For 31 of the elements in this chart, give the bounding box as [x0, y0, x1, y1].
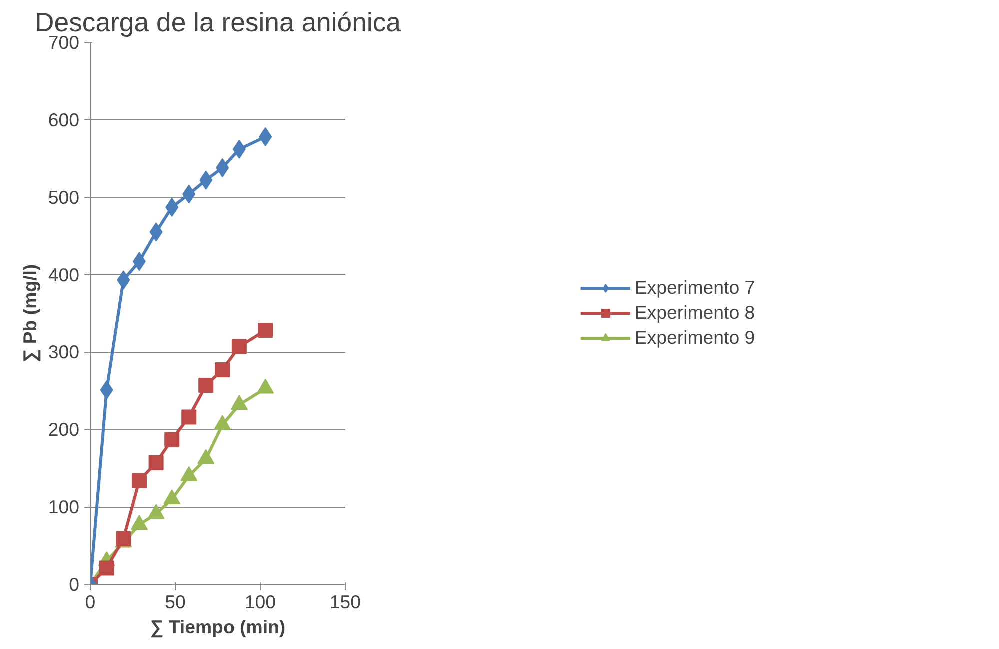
y-tick-label: 0	[69, 574, 80, 595]
point	[214, 415, 232, 430]
y-tick-label: 300	[48, 342, 80, 363]
point	[198, 378, 214, 394]
point	[130, 515, 148, 530]
y-tick-label: 200	[48, 419, 80, 440]
point	[164, 490, 181, 504]
legend-label: Experimento 8	[634, 302, 756, 324]
point	[258, 323, 274, 338]
y-tick-label: 500	[48, 186, 80, 208]
legend-label: Experimento 7	[634, 277, 756, 299]
x-tick-label: 0	[85, 592, 96, 612]
y-tick-label: 600	[48, 109, 80, 130]
x-tick-label: 50	[165, 592, 186, 612]
point	[148, 455, 164, 470]
point	[182, 410, 197, 425]
point	[180, 466, 198, 482]
y-tick-label: 400	[48, 264, 80, 286]
legend-label: Experimento 9	[634, 327, 756, 349]
y-tick-label: 100	[48, 496, 80, 518]
point	[230, 395, 248, 410]
x-tick-label: 150	[330, 592, 362, 612]
point	[257, 378, 274, 394]
y-axis-title: ∑ Pb (mg/l)	[19, 264, 42, 363]
x-tick-label: 100	[244, 592, 276, 612]
point	[215, 362, 230, 378]
point	[198, 449, 215, 464]
point	[232, 339, 247, 354]
point	[148, 504, 165, 520]
point	[164, 432, 180, 448]
x-axis-title: ∑ Tiempo (min)	[150, 616, 286, 638]
